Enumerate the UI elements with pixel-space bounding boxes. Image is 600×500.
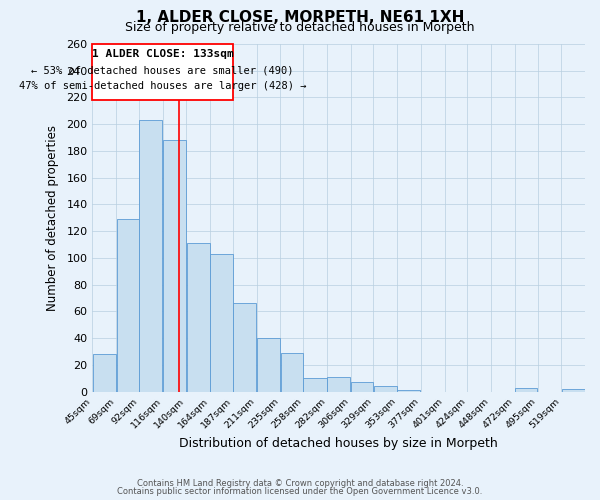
Bar [139, 120, 163, 392]
Y-axis label: Number of detached properties: Number of detached properties [46, 125, 59, 311]
Bar [562, 389, 584, 392]
X-axis label: Distribution of detached houses by size in Morpeth: Distribution of detached houses by size … [179, 437, 498, 450]
Text: 1 ALDER CLOSE: 133sqm: 1 ALDER CLOSE: 133sqm [92, 50, 233, 59]
Bar [93, 354, 116, 392]
Bar [211, 254, 233, 392]
Bar [233, 304, 256, 392]
Text: Size of property relative to detached houses in Morpeth: Size of property relative to detached ho… [125, 22, 475, 35]
Text: 47% of semi-detached houses are larger (428) →: 47% of semi-detached houses are larger (… [19, 82, 307, 92]
Bar [257, 338, 280, 392]
Bar [374, 386, 397, 392]
Text: 1, ALDER CLOSE, MORPETH, NE61 1XH: 1, ALDER CLOSE, MORPETH, NE61 1XH [136, 10, 464, 25]
Bar [327, 377, 350, 392]
Bar [281, 353, 303, 392]
Bar [92, 44, 233, 100]
Text: Contains public sector information licensed under the Open Government Licence v3: Contains public sector information licen… [118, 487, 482, 496]
Bar [351, 382, 373, 392]
Text: Contains HM Land Registry data © Crown copyright and database right 2024.: Contains HM Land Registry data © Crown c… [137, 478, 463, 488]
Bar [397, 390, 421, 392]
Bar [515, 388, 537, 392]
Bar [304, 378, 326, 392]
Bar [187, 243, 210, 392]
Text: ← 53% of detached houses are smaller (490): ← 53% of detached houses are smaller (49… [31, 66, 294, 76]
Bar [163, 140, 186, 392]
Bar [116, 219, 139, 392]
